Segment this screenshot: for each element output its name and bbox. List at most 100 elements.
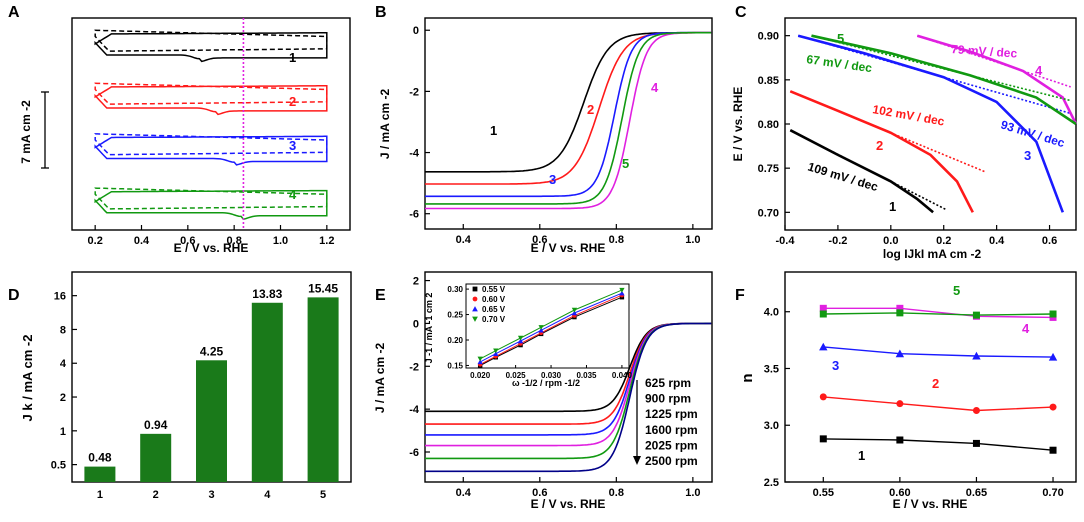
curve-label-5: 5: [622, 156, 629, 171]
n-marker-2: [819, 393, 827, 401]
bar-value-label: 15.45: [308, 281, 338, 295]
curve-label-3: 3: [549, 172, 556, 187]
n-line-3: [823, 346, 1054, 358]
lsv-curve-1: [425, 31, 712, 173]
inset-marker: [517, 338, 524, 344]
n-marker-5: [972, 311, 980, 319]
n-marker-3: [819, 342, 828, 351]
n-marker-2: [972, 406, 980, 414]
bar-value-label: 0.48: [88, 451, 112, 465]
n-marker-2: [896, 400, 904, 408]
n-marker-5: [1049, 310, 1057, 318]
tafel-curve-4: [916, 34, 1078, 125]
cv-curve-solid-4: [94, 189, 328, 221]
y-tick-label: 3.5: [764, 363, 779, 375]
tafel-fit-1: [789, 129, 947, 211]
curve-label-1: 1: [858, 448, 865, 463]
n-marker-1: [1049, 446, 1057, 454]
plot-frame: [424, 271, 713, 483]
y-tick-label: -6: [409, 209, 419, 221]
inset-y-axis-label: J -1 / mA -1 cm 2: [424, 293, 434, 364]
y-tick-label: -6: [409, 447, 419, 459]
y-tick-label: 0: [413, 318, 419, 330]
lsv-curve-2: [425, 31, 712, 185]
inset-marker: [571, 307, 578, 313]
rpm-label: 1600 rpm: [645, 423, 698, 437]
tafel-slope-label-3: 93 mV / dec: [999, 117, 1067, 150]
y-axis-label: J / mA cm -2: [373, 343, 387, 414]
inset-line-2: [479, 292, 623, 363]
legend-marker: [472, 306, 478, 312]
bar-value-label: 13.83: [252, 287, 282, 301]
y-tick-label: -4: [409, 404, 420, 416]
x-axis-label: E / V vs. RHE: [174, 241, 249, 255]
tafel-curve-2: [789, 90, 974, 213]
panel-a: A 0.2 0.4 0.6 0.8 1.0 1.2 7 mA cm -2 E / V vs…: [8, 4, 351, 255]
inset-x-tick-label: 0.020: [470, 371, 491, 380]
y-axis-label: J k / mA cm -2: [20, 335, 35, 422]
legend-marker: [472, 286, 478, 292]
x-tick-label: 4: [264, 489, 271, 501]
panel-b: B 0.4 0.6 0.8 1.0 0 -2 -4 -6 E / V vs. RHE J / …: [375, 4, 713, 255]
legend-label: 0.60 V: [482, 295, 506, 304]
curve-label-1: 1: [289, 50, 296, 65]
x-tick-label: 0.8: [609, 487, 624, 499]
rpm-label: 1225 rpm: [645, 407, 698, 421]
x-axis-label: log IJkI mA cm -2: [883, 247, 982, 261]
inset-y-tick-label: 0.25: [447, 311, 463, 320]
x-tick-label: 1.0: [685, 234, 700, 246]
inset-marker: [493, 348, 499, 354]
y-axis-label: J / mA cm -2: [378, 89, 392, 160]
panel-letter-e: E: [375, 287, 386, 304]
tafel-fit-4: [917, 34, 1071, 88]
y-tick-label: 16: [54, 291, 66, 303]
legend-label: 0.65 V: [482, 305, 506, 314]
x-tick-label: 0.70: [1042, 487, 1063, 499]
bar-value-label: 4.25: [200, 344, 224, 358]
inset-marker: [619, 287, 625, 293]
x-tick-label: 0.6: [1042, 235, 1057, 247]
curve-label-1: 1: [889, 199, 896, 214]
x-tick-label: 0.2: [88, 235, 103, 247]
inset-line-1: [479, 294, 623, 365]
n-marker-3: [895, 349, 905, 358]
panel-f: F 0.55 0.60 0.65 0.70 2.5 3.0 3.5 4.0 E / V vs.…: [735, 271, 1077, 511]
n-marker-1: [972, 439, 980, 447]
x-tick-label: 0.60: [889, 487, 910, 499]
inset-x-axis-label: ω -1/2 / rpm -1/2: [512, 378, 580, 388]
y-tick-label: 0.70: [758, 207, 779, 219]
x-tick-label: 1.0: [685, 487, 700, 499]
curve-label-3: 3: [289, 138, 296, 153]
n-marker-2: [1049, 403, 1057, 411]
y-tick-label: 0.5: [51, 460, 66, 472]
inset-marker: [477, 356, 483, 362]
x-tick-label: 2: [153, 489, 159, 501]
bar-2: [140, 433, 172, 482]
inset-y-tick-label: 0.20: [447, 336, 463, 345]
cv-curve-dashed-3: [94, 133, 328, 156]
x-tick-label: 0.2: [936, 235, 951, 247]
x-tick-label: 1.0: [273, 235, 288, 247]
inset-marker: [538, 325, 544, 330]
y-tick-label: 0.85: [758, 75, 779, 87]
x-tick-label: 0.4: [456, 487, 472, 499]
n-marker-5: [819, 310, 827, 318]
inset-y-tick-label: 0.30: [447, 285, 463, 294]
x-tick-label: 0.6: [532, 234, 547, 246]
n-marker-3: [1048, 352, 1058, 361]
x-tick-label: 0.6: [532, 487, 547, 499]
y-tick-label: 0.80: [758, 119, 779, 131]
plot-frame: [784, 271, 1077, 483]
x-tick-label: 0.4: [989, 235, 1005, 247]
cv-curve-solid-2: [94, 85, 328, 116]
cv-curve-dashed-1: [94, 29, 328, 52]
n-line-4: [823, 307, 1054, 319]
inset-x-tick-label: 0.040: [612, 371, 633, 380]
x-tick-label: 3: [208, 489, 214, 501]
scale-bar-label: 7 mA cm -2: [19, 100, 33, 164]
inset-marker: [517, 335, 524, 341]
curve-label-4: 4: [1022, 321, 1030, 336]
x-tick-label: 0.8: [227, 235, 242, 247]
panel-letter-f: F: [735, 287, 745, 304]
y-tick-label: 0.75: [758, 163, 779, 175]
